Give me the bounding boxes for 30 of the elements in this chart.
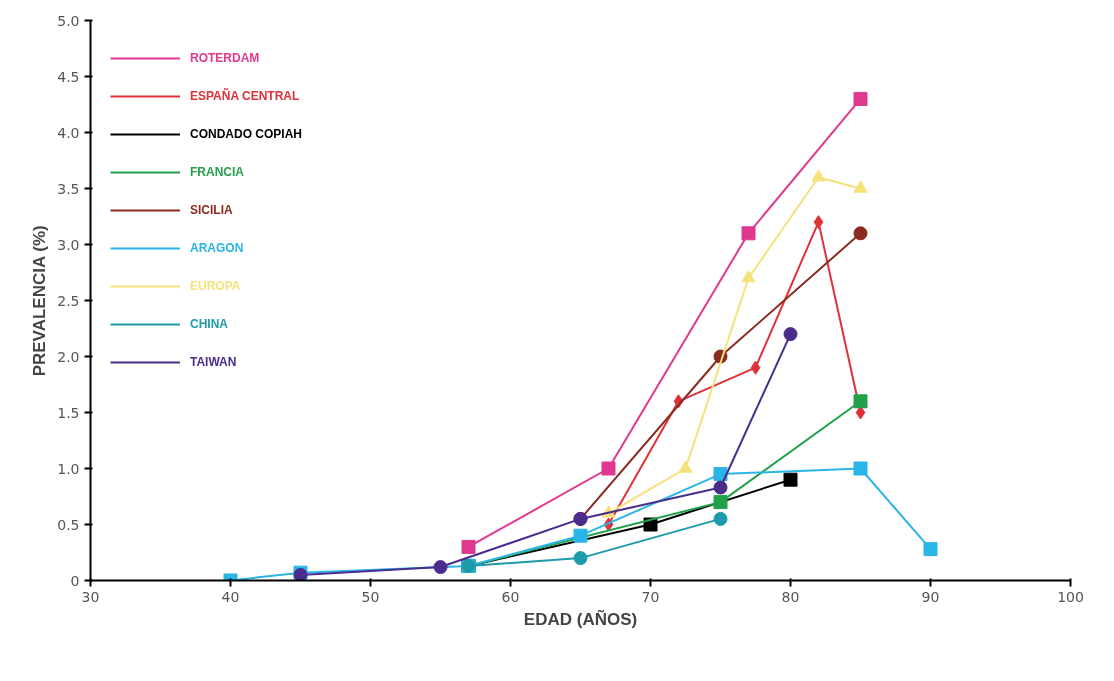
x-tick-label: 90	[921, 588, 940, 605]
y-tick-label: 4.0	[57, 124, 80, 141]
x-tick-label: 50	[361, 588, 380, 605]
text: SICILIA	[190, 203, 233, 217]
x-axis-title: EDAD (AÑOS)	[523, 608, 638, 629]
text: ESPAÑA CENTRAL	[190, 89, 300, 103]
y-tick-label: 3.0	[57, 236, 80, 253]
y-tick-label: 4.5	[57, 68, 80, 85]
x-tick-label: 30	[81, 588, 100, 605]
x-tick-label: 70	[641, 588, 660, 605]
y-tick-label: 0.5	[57, 516, 80, 533]
text: CHINA	[190, 317, 228, 331]
y-tick-label: 5.0	[57, 12, 80, 29]
text: TAIWAN	[190, 355, 237, 369]
text: CONDADO COPIAH	[190, 127, 303, 141]
y-axis-title: PREVALENCIA (%)	[30, 225, 50, 377]
x-tick-label: 80	[781, 588, 800, 605]
y-tick-label: 2.0	[57, 348, 80, 365]
y-tick-label: 3.5	[57, 180, 80, 197]
text: ROTERDAM	[190, 51, 260, 65]
text: ARAGON	[190, 241, 244, 255]
y-tick-label: 2.5	[57, 292, 80, 309]
x-tick-label: 40	[221, 588, 240, 605]
x-tick-label: 60	[501, 588, 520, 605]
y-tick-label: 1.5	[57, 404, 80, 421]
text: FRANCIA	[190, 165, 244, 179]
x-tick-label: 100	[1057, 588, 1084, 605]
y-tick-label: 1.0	[57, 460, 80, 477]
text: EUROPA	[190, 279, 241, 293]
y-tick-label: 0	[70, 572, 80, 589]
